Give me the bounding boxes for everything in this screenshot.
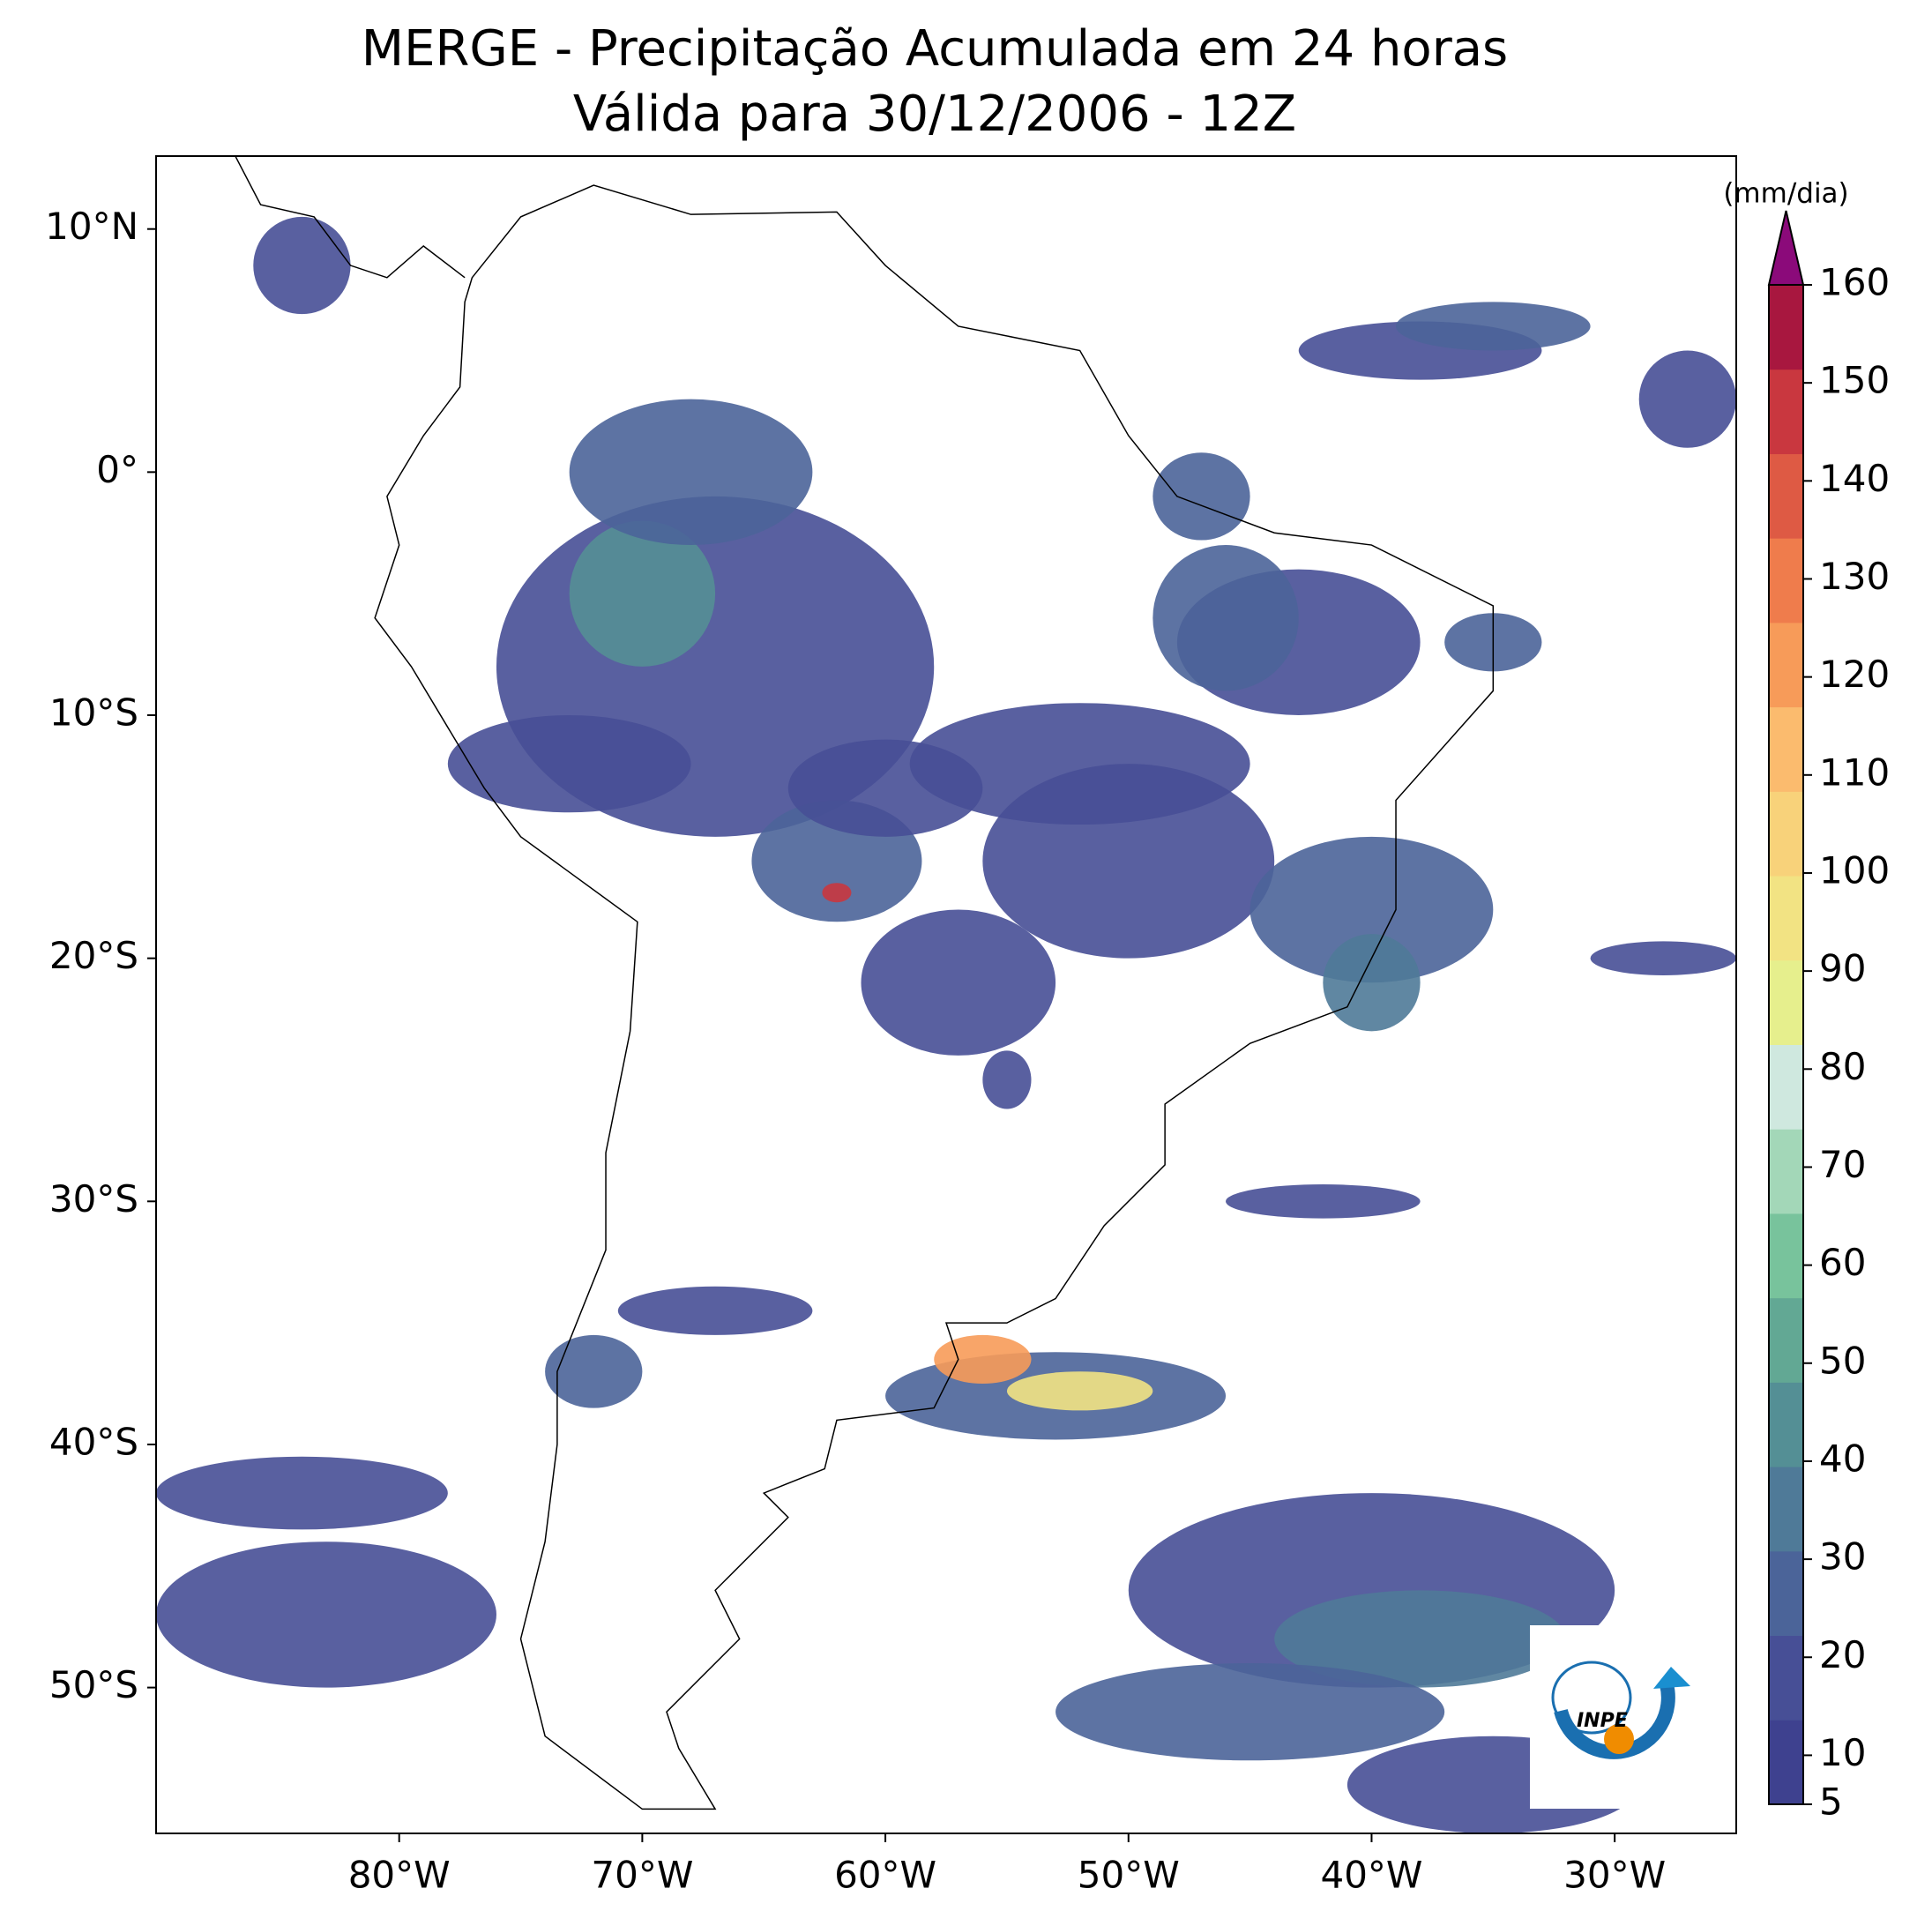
- rain-area: [787, 739, 983, 837]
- colorbar-tick-label: 80: [1819, 1045, 1866, 1088]
- colorbar-tick-label: 110: [1819, 750, 1890, 794]
- colorbar-band: [1769, 1467, 1803, 1552]
- colorbar-band: [1769, 959, 1803, 1045]
- rain-area: [822, 883, 852, 903]
- rain-area: [861, 909, 1056, 1056]
- colorbar-band: [1769, 1297, 1803, 1383]
- title: MERGE - Precipitação Acumulada em 24 hor…: [362, 20, 1508, 78]
- colorbar-tick-label: 60: [1819, 1241, 1866, 1284]
- colorbar-tick-label: 50: [1819, 1339, 1866, 1382]
- map-area: [156, 156, 1736, 1833]
- colorbar-tick-label: 120: [1819, 653, 1890, 696]
- colorbar-tick-label: 130: [1819, 555, 1890, 598]
- colorbar-tick-label: 70: [1819, 1143, 1866, 1186]
- colorbar-band: [1769, 1550, 1803, 1637]
- colorbar-tick-label: 140: [1819, 457, 1890, 500]
- colorbar-band: [1769, 538, 1803, 623]
- colorbar-frame: [1768, 284, 1804, 1805]
- colorbar-tick-label: 10: [1819, 1731, 1866, 1774]
- rain-area: [1396, 302, 1591, 351]
- logo-dot: [1604, 1724, 1634, 1754]
- x-tick-label: 30°W: [1563, 1854, 1666, 1897]
- colorbar-tick-label: 30: [1819, 1535, 1866, 1579]
- colorbar-band: [1769, 1044, 1803, 1130]
- map-frame: [155, 155, 1737, 1834]
- colorbar-band: [1769, 453, 1803, 539]
- logo: INPE: [1530, 1625, 1719, 1809]
- coastline: [235, 156, 466, 279]
- colorbar-band: [1769, 1382, 1803, 1467]
- logo-text: INPE: [1577, 1710, 1628, 1732]
- logo-arrow: [1653, 1667, 1690, 1689]
- rain-area: [982, 1050, 1032, 1109]
- logo-ring: [1551, 1661, 1632, 1735]
- rain-area: [1056, 1663, 1445, 1761]
- y-tick-label: 50°S: [49, 1663, 138, 1706]
- rain-area: [253, 216, 351, 315]
- rain-area: [1638, 350, 1736, 448]
- rain-area: [447, 715, 691, 813]
- colorbar-tick-label: 5: [1819, 1780, 1843, 1824]
- rain-area: [156, 1541, 496, 1688]
- x-tick-label: 40°W: [1320, 1854, 1422, 1897]
- rain-area: [1323, 934, 1421, 1032]
- colorbar-tick-label: 90: [1819, 947, 1866, 990]
- y-tick-label: 20°S: [49, 934, 138, 977]
- colorbar-band: [1769, 1635, 1803, 1721]
- rain-area: [1152, 545, 1299, 691]
- rain-area: [1226, 1184, 1421, 1219]
- rain-area: [1152, 452, 1250, 541]
- colorbar-tick-label: 20: [1819, 1633, 1866, 1676]
- rain-area: [909, 703, 1250, 825]
- colorbar-band: [1769, 876, 1803, 961]
- rain-area: [617, 1286, 813, 1335]
- subtitle: Válida para 30/12/2006 - 12Z: [573, 86, 1296, 143]
- y-tick-label: 10°N: [45, 205, 138, 248]
- coastline: [374, 184, 1495, 1810]
- colorbar-band: [1769, 706, 1803, 792]
- colorbar-band: [1769, 791, 1803, 877]
- y-tick-label: 0°: [96, 448, 138, 491]
- x-tick-label: 50°W: [1078, 1854, 1180, 1897]
- y-tick-label: 40°S: [49, 1420, 138, 1463]
- colorbar-tick-label: 150: [1819, 359, 1890, 402]
- colorbar-extend: [1767, 210, 1805, 286]
- colorbar-band: [1769, 369, 1803, 454]
- rain-area: [1590, 941, 1736, 975]
- colorbar-tick-label: 160: [1819, 261, 1890, 304]
- rain-area: [1274, 1590, 1567, 1688]
- rain-area: [934, 1334, 1032, 1385]
- rain-area: [569, 520, 716, 667]
- rain-area: [569, 399, 813, 546]
- rain-area: [545, 1334, 643, 1408]
- rain-area: [1006, 1371, 1153, 1411]
- colorbar-tick-label: 100: [1819, 848, 1890, 892]
- colorbar-tick-label: 40: [1819, 1437, 1866, 1480]
- colorbar-band: [1769, 285, 1803, 370]
- x-tick-label: 80°W: [348, 1854, 451, 1897]
- colorbar-band: [1769, 1129, 1803, 1214]
- rain-area: [1249, 836, 1494, 983]
- colorbar-band: [1769, 1213, 1803, 1299]
- colorbar-band: [1769, 1720, 1803, 1805]
- colorbar-band: [1769, 622, 1803, 708]
- colorbar-label: (mm/dia): [1723, 178, 1848, 210]
- x-tick-label: 70°W: [591, 1854, 693, 1897]
- rain-area: [156, 1456, 448, 1530]
- x-tick-label: 60°W: [834, 1854, 936, 1897]
- y-tick-label: 30°S: [49, 1177, 138, 1221]
- y-tick-label: 10°S: [49, 691, 138, 735]
